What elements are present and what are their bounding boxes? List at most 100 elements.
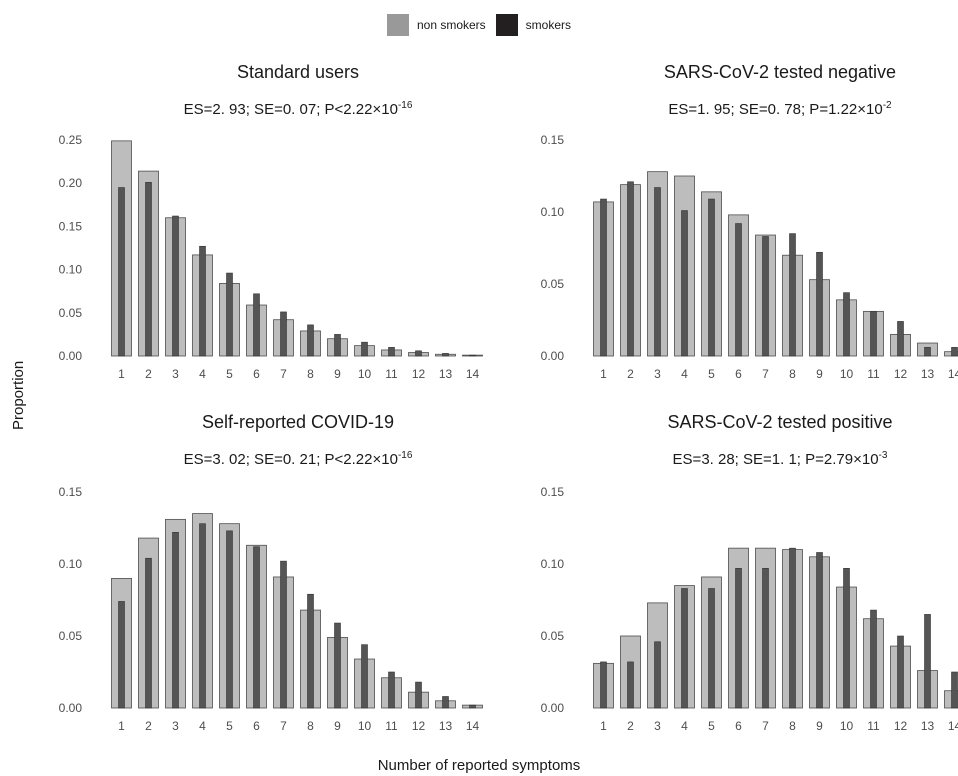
bar-smokers — [870, 609, 877, 709]
x-tick-label: 3 — [172, 367, 179, 381]
bar-smokers — [118, 601, 125, 709]
x-tick-label: 10 — [358, 367, 372, 381]
x-tick-label: 13 — [921, 719, 935, 733]
bar-smokers — [681, 210, 688, 357]
x-tick-label: 8 — [789, 719, 796, 733]
bar-smokers — [415, 681, 422, 709]
x-tick-label: 4 — [681, 719, 688, 733]
stats-exponent: -2 — [882, 100, 892, 111]
y-tick-label: 0.00 — [541, 701, 565, 715]
bar-smokers — [843, 292, 850, 357]
bar-smokers — [172, 215, 179, 357]
legend: non smokers smokers — [0, 14, 958, 36]
y-tick-label: 0.15 — [541, 485, 565, 499]
panel-stats-tested-negative: ES=1. 95; SE=0. 78; P=1.22×10-2 — [580, 100, 958, 118]
y-tick-label: 0.00 — [59, 701, 83, 715]
y-tick-label: 0.10 — [59, 263, 83, 277]
y-tick-label: 0.10 — [541, 205, 565, 219]
x-tick-label: 2 — [145, 367, 152, 381]
x-tick-label: 9 — [334, 719, 341, 733]
bar-smokers — [816, 252, 823, 357]
bar-smokers — [172, 532, 179, 709]
y-tick-label: 0.00 — [541, 349, 565, 363]
bar-smokers — [280, 560, 287, 709]
stats-exponent: -16 — [397, 450, 413, 461]
x-tick-label: 7 — [280, 367, 287, 381]
legend-item-non-smokers: non smokers — [386, 14, 486, 36]
y-tick-label: 0.05 — [59, 629, 83, 643]
panel-title-tested-positive: SARS-CoV-2 tested positive — [667, 412, 893, 432]
bar-smokers — [789, 547, 796, 709]
x-axis-label: Number of reported symptoms — [377, 757, 581, 774]
panel-title-self-reported: Self-reported COVID-19 — [201, 412, 395, 432]
x-tick-label: 4 — [199, 367, 206, 381]
bar-smokers — [654, 641, 661, 709]
x-tick-label: 5 — [708, 367, 715, 381]
panel-title-standard-users: Standard users — [236, 62, 360, 82]
x-tick-label: 9 — [816, 367, 823, 381]
bar-smokers — [307, 324, 314, 357]
x-tick-label: 6 — [253, 367, 260, 381]
x-tick-label: 2 — [145, 719, 152, 733]
x-tick-label: 12 — [412, 367, 426, 381]
x-tick-label: 11 — [867, 367, 880, 381]
bar-smokers — [334, 334, 341, 357]
bar-smokers — [442, 696, 449, 709]
x-tick-label: 9 — [816, 719, 823, 733]
x-tick-label: 8 — [307, 719, 314, 733]
x-tick-label: 6 — [253, 719, 260, 733]
bar-smokers — [253, 546, 260, 709]
bar-smokers — [789, 233, 796, 357]
bar-smokers — [951, 671, 958, 709]
bar-smokers — [388, 671, 395, 709]
x-tick-label: 4 — [199, 719, 206, 733]
bar-smokers — [627, 661, 634, 709]
x-tick-label: 1 — [118, 367, 125, 381]
panel-standard-users: 0.000.050.100.150.200.251 2 3 4 5 6 7 8 9 10 11 12 1… — [59, 133, 483, 381]
bar-smokers — [334, 622, 341, 709]
bar-smokers — [708, 198, 715, 357]
legend-item-smokers: smokers — [495, 14, 572, 36]
bar-smokers — [253, 293, 260, 357]
bar-smokers — [600, 661, 607, 709]
legend-label-smokers: smokers — [525, 18, 572, 32]
bar-smokers — [226, 530, 233, 709]
x-tick-label: 7 — [762, 367, 769, 381]
x-tick-label: 5 — [226, 719, 233, 733]
x-tick-label: 14 — [466, 367, 480, 381]
panel-sars-cov-2-tested-negative: 0.000.050.100.151 2 3 4 5 6 7 8 9 10 11 12 13 14 — [541, 133, 958, 381]
bar-smokers — [708, 588, 715, 709]
bar-smokers — [843, 568, 850, 709]
x-tick-label: 12 — [412, 719, 426, 733]
bar-smokers — [951, 347, 958, 357]
y-tick-label: 0.25 — [59, 133, 83, 147]
stats-text: ES=2. 93; SE=0. 07; P<2.22×10 — [183, 101, 398, 118]
x-tick-label: 6 — [735, 367, 742, 381]
x-tick-label: 11 — [385, 367, 398, 381]
x-tick-label: 1 — [118, 719, 125, 733]
bar-smokers — [199, 245, 206, 357]
bar-smokers — [681, 588, 688, 709]
panel-sars-cov-2-tested-positive: 0.000.050.100.151 2 3 4 5 6 7 8 9 10 11 12 13 14 — [541, 485, 958, 733]
bar-smokers — [735, 223, 742, 357]
x-tick-label: 11 — [867, 719, 880, 733]
legend-swatch-non-smokers — [386, 14, 409, 36]
y-tick-label: 0.10 — [541, 557, 565, 571]
bar-smokers — [361, 341, 368, 357]
y-axis-label: Proportion — [10, 360, 27, 430]
y-tick-label: 0.15 — [541, 133, 565, 147]
stats-text: ES=1. 95; SE=0. 78; P=1.22×10 — [668, 101, 883, 118]
panel-stats-standard-users: ES=2. 93; SE=0. 07; P<2.22×10-16 — [98, 100, 498, 118]
bar-smokers — [762, 236, 769, 357]
x-tick-label: 12 — [894, 719, 908, 733]
bar-smokers — [870, 311, 877, 357]
x-tick-label: 5 — [226, 367, 233, 381]
bar-smokers — [924, 614, 931, 709]
bar-smokers — [388, 347, 395, 357]
bar-smokers — [469, 354, 476, 357]
bar-smokers — [145, 557, 152, 709]
y-tick-label: 0.15 — [59, 485, 83, 499]
panel-title-tested-negative: SARS-CoV-2 tested negative — [663, 62, 897, 82]
